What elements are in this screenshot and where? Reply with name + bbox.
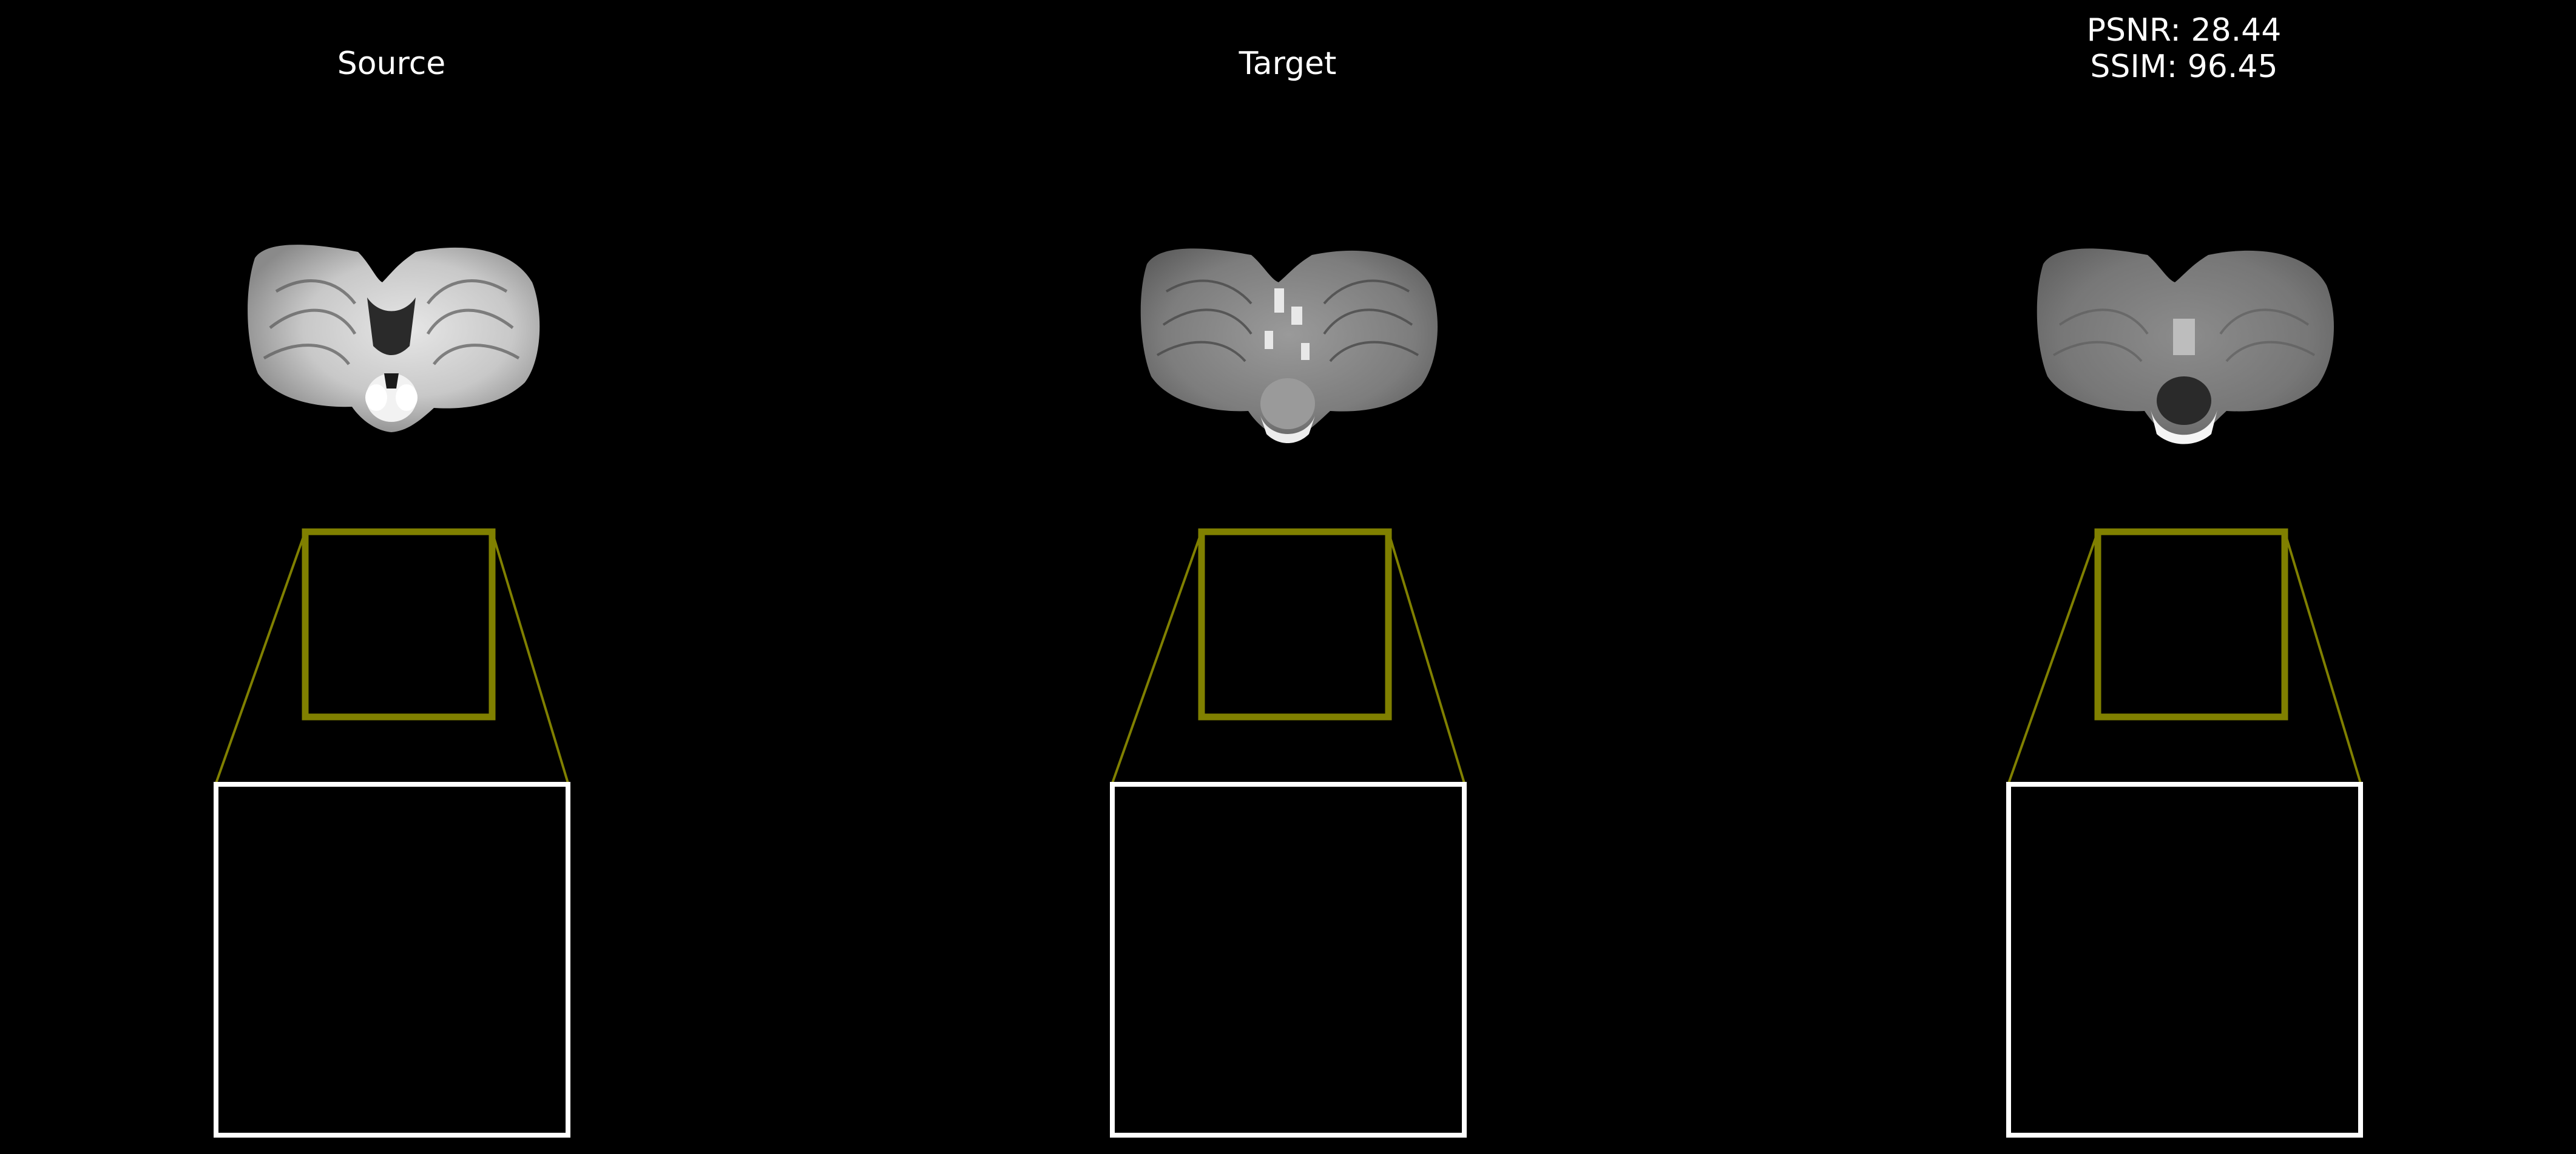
source-title: Source [337, 46, 446, 82]
result-zoom-box [2006, 782, 2363, 1138]
ssim-label: SSIM: 96.45 [2090, 49, 2278, 85]
panel-target: Target [896, 0, 1755, 1154]
target-brain-slice [1140, 248, 1438, 443]
zoom-connectors [215, 531, 2362, 784]
target-title: Target [1239, 46, 1337, 82]
target-zoom-box [1110, 782, 1467, 1138]
source-zoom-box [214, 782, 570, 1138]
source-roi-box [302, 528, 496, 721]
metrics-title: PSNR: 28.44 SSIM: 96.45 [1793, 12, 2575, 85]
source-brain-slice [248, 245, 540, 432]
result-roi-box [2094, 528, 2288, 721]
panel-result: PSNR: 28.44 SSIM: 96.45 [1793, 0, 2576, 1154]
result-brain-slice [2037, 248, 2334, 444]
psnr-label: PSNR: 28.44 [2086, 12, 2282, 49]
panel-source: Source [0, 0, 859, 1154]
target-roi-box [1198, 528, 1392, 721]
